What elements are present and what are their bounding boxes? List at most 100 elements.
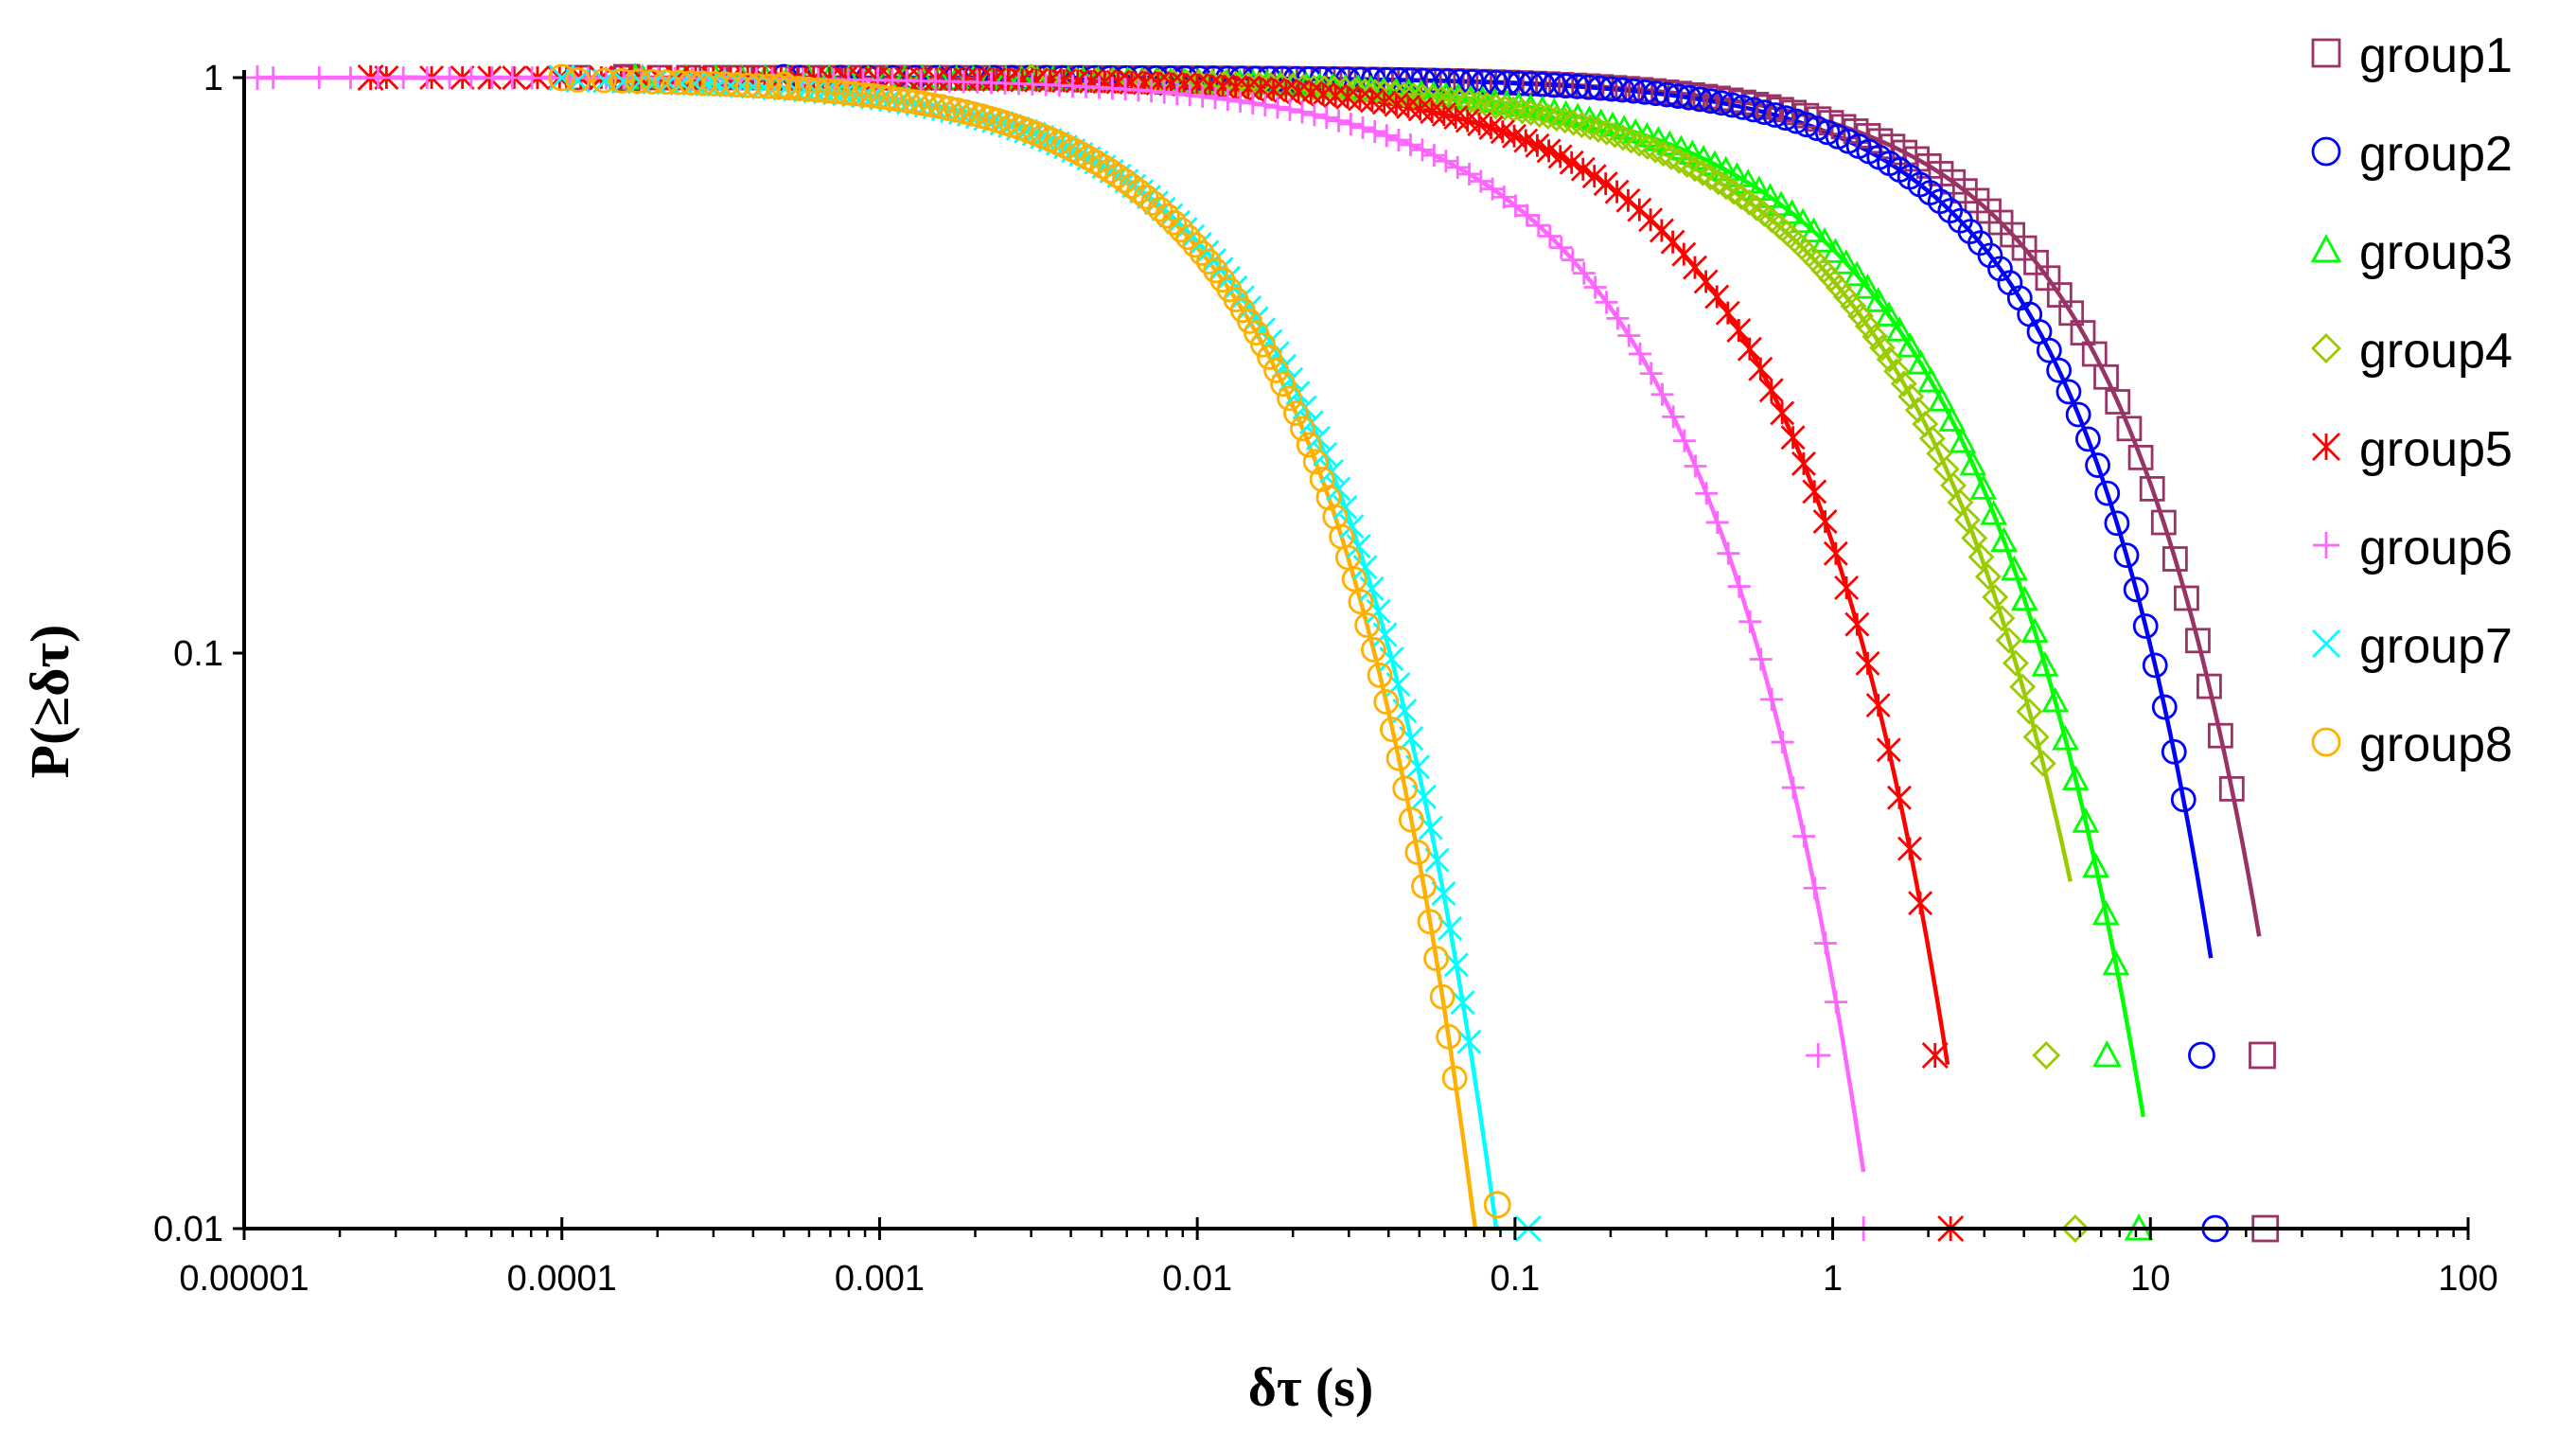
group6-point — [1265, 96, 1289, 119]
group6-point — [1253, 93, 1277, 116]
group6-point — [1595, 291, 1618, 314]
group5-markers — [357, 64, 1965, 1242]
group6-point — [1639, 362, 1663, 385]
group2-point — [2104, 510, 2130, 537]
group3-point — [1980, 500, 2008, 525]
group5-point — [1559, 150, 1584, 175]
group4-point — [2016, 698, 2043, 725]
group2-point — [2085, 452, 2110, 478]
group6-point — [1727, 575, 1751, 598]
group3-point — [2072, 807, 2100, 833]
group2-point — [2074, 426, 2101, 452]
legend: group1 group2 group3 group4 group5 group6 grou… — [2310, 28, 2513, 772]
group8-point — [1182, 232, 1209, 258]
group8-point — [769, 71, 798, 99]
group4-point — [1400, 81, 1427, 109]
group6-point — [1290, 100, 1314, 124]
group6-point — [1705, 510, 1729, 534]
group6-point — [1549, 236, 1573, 259]
group4-legend-marker — [2311, 333, 2341, 363]
group8-point — [745, 73, 771, 99]
group3-point — [1689, 144, 1718, 170]
group4-point — [2009, 673, 2037, 700]
group2-point — [2056, 379, 2082, 405]
group3-point — [1990, 526, 2018, 553]
group3-legend-marker — [2310, 234, 2342, 263]
group8-point — [1367, 662, 1393, 688]
x-tick-label: 0.0001 — [507, 1259, 617, 1299]
group5-point — [1876, 737, 1901, 763]
group5-point — [1593, 171, 1618, 197]
group1-point — [2161, 546, 2188, 572]
group2-point — [2094, 480, 2121, 506]
group8-point — [1147, 196, 1173, 222]
group5-point — [1886, 785, 1912, 810]
group8-point — [1354, 612, 1381, 638]
group7-point — [1339, 514, 1365, 540]
group2-legend-marker — [2311, 136, 2341, 167]
group5-point — [1865, 693, 1891, 718]
group5-point — [1908, 891, 1933, 916]
group6-point — [1606, 307, 1630, 330]
group7-legend-marker — [2312, 629, 2340, 658]
group4-point — [1509, 97, 1536, 125]
legend-item-group4: group4 — [2311, 324, 2513, 379]
group4-point — [1666, 147, 1693, 174]
group5-legend-marker — [2312, 433, 2340, 461]
group8-point — [804, 77, 831, 103]
group6-point — [1422, 144, 1446, 168]
group6-point — [1561, 248, 1584, 272]
group8-point — [841, 80, 868, 107]
group8-markers — [548, 63, 1511, 1219]
group4-point — [1861, 323, 1889, 350]
group8-point — [1277, 385, 1302, 412]
group3-point — [2061, 765, 2090, 790]
group6-point — [1241, 91, 1264, 115]
group3-point — [1822, 238, 1849, 263]
tick-labels: 0.00001 0.0001 0.001 0.01 0.1 1 10 100 1 0.1 0.01 — [153, 59, 2498, 1299]
group4-point — [1682, 155, 1708, 183]
group2-point — [1410, 67, 1437, 94]
group8-point — [833, 80, 858, 106]
group8-point — [1373, 689, 1400, 715]
group6-fit-line — [256, 75, 1866, 1173]
group6-point — [1738, 610, 1762, 633]
group6-point — [1191, 84, 1214, 108]
group1-point — [1641, 78, 1667, 104]
group5-point — [1536, 138, 1561, 164]
group5-point — [1844, 611, 1870, 637]
group6-point — [1515, 204, 1539, 227]
fit-lines — [256, 75, 2262, 1231]
group8-point — [1360, 637, 1386, 663]
group4-point — [1967, 543, 1995, 571]
group6-point — [1204, 86, 1227, 110]
group8-point — [859, 82, 886, 109]
legend-item-group5: group5 — [2312, 422, 2513, 477]
group3-point — [1907, 348, 1934, 375]
group6-point — [480, 66, 503, 90]
group6-point — [1684, 454, 1707, 478]
group2-point — [2161, 738, 2187, 765]
group8-point — [877, 85, 903, 112]
group4-point — [1517, 99, 1544, 127]
group6-point — [1760, 687, 1784, 711]
group8-point — [1283, 400, 1309, 426]
group4-point — [1953, 506, 1981, 534]
group6-point — [1806, 1042, 1831, 1068]
group6-point — [1216, 88, 1240, 112]
group6-point — [1457, 162, 1481, 186]
group4-point — [1890, 370, 1917, 398]
group4-point — [2029, 750, 2056, 777]
group3-point — [1800, 217, 1827, 243]
group8-point — [1175, 224, 1201, 251]
group4-point — [1482, 93, 1509, 120]
group1-point — [2174, 585, 2199, 611]
group3-point — [1843, 260, 1871, 287]
group4-point — [1526, 101, 1553, 129]
group4-point — [1601, 121, 1629, 149]
group8-point — [1244, 320, 1269, 345]
legend-item-group1: group1 — [2311, 28, 2513, 83]
group4-point — [1642, 136, 1669, 164]
group3-point — [1875, 301, 1903, 327]
group3-point — [1864, 287, 1893, 312]
